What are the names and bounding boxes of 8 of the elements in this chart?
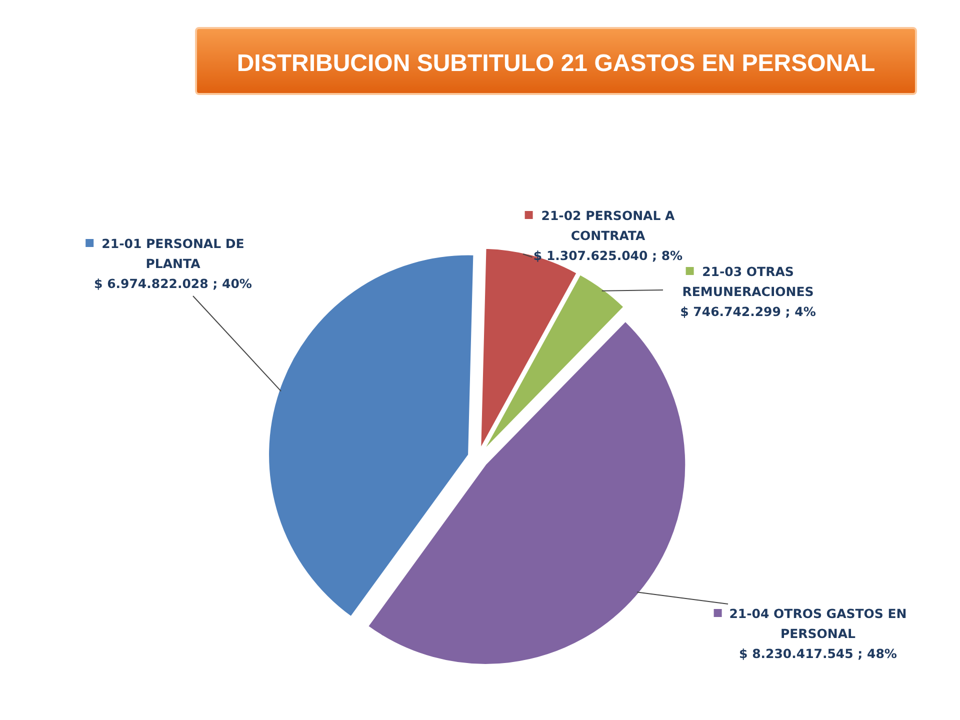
data-label: $ 746.742.299 ; 4% bbox=[680, 304, 816, 319]
legend-label: 21-01 PERSONAL DE PLANTA bbox=[102, 236, 244, 271]
chart-title: DISTRIBUCION SUBTITULO 21 GASTOS EN PERSONAL bbox=[236, 50, 876, 77]
legend-label: 21-02 PERSONAL A CONTRATA bbox=[541, 208, 676, 243]
legend-label: 21-03 OTRAS REMUNERACIONES bbox=[682, 264, 814, 299]
data-label: $ 6.974.822.028 ; 40% bbox=[94, 276, 252, 291]
data-label: $ 8.230.417.545 ; 48% bbox=[739, 646, 898, 661]
legend-label: 21-04 OTROS GASTOS EN PERSONAL bbox=[729, 606, 907, 641]
